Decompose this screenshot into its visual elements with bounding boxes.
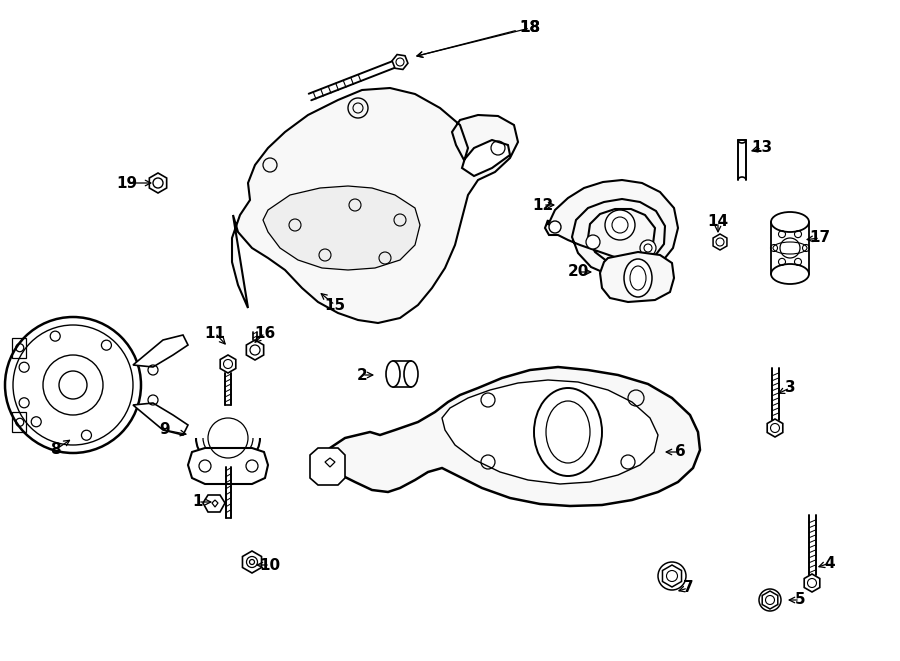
Polygon shape (662, 565, 681, 587)
Circle shape (759, 589, 781, 611)
Polygon shape (762, 591, 778, 609)
Polygon shape (767, 419, 783, 437)
Polygon shape (318, 367, 700, 506)
Polygon shape (133, 403, 188, 435)
Text: 10: 10 (259, 557, 281, 572)
Polygon shape (325, 458, 335, 467)
Polygon shape (188, 448, 268, 484)
Circle shape (665, 569, 679, 583)
Polygon shape (545, 180, 678, 276)
Polygon shape (220, 355, 236, 373)
Text: 11: 11 (204, 325, 226, 340)
Text: 5: 5 (795, 592, 806, 607)
Polygon shape (232, 88, 518, 323)
Circle shape (605, 210, 635, 240)
Polygon shape (263, 186, 420, 270)
Text: 3: 3 (785, 381, 796, 395)
Text: 6: 6 (675, 444, 686, 459)
Text: 20: 20 (567, 264, 589, 280)
Circle shape (658, 562, 686, 590)
Polygon shape (805, 574, 820, 592)
Text: 4: 4 (824, 555, 835, 570)
Text: 2: 2 (356, 368, 367, 383)
Ellipse shape (404, 361, 418, 387)
Text: 1: 1 (193, 494, 203, 510)
Polygon shape (149, 173, 166, 193)
Text: 18: 18 (519, 20, 541, 36)
Text: 8: 8 (50, 442, 60, 457)
Polygon shape (442, 380, 658, 484)
Text: 9: 9 (159, 422, 170, 438)
Polygon shape (203, 495, 225, 512)
Ellipse shape (624, 259, 652, 297)
Polygon shape (310, 448, 345, 485)
Polygon shape (713, 234, 727, 250)
Text: 16: 16 (255, 325, 275, 340)
Circle shape (549, 221, 561, 233)
Text: 13: 13 (752, 141, 772, 155)
Polygon shape (133, 335, 188, 367)
Polygon shape (600, 252, 674, 302)
Polygon shape (392, 55, 408, 69)
Polygon shape (247, 340, 264, 360)
Circle shape (586, 235, 600, 249)
Text: 7: 7 (683, 580, 693, 596)
Text: 18: 18 (519, 20, 541, 36)
Text: 17: 17 (809, 231, 831, 245)
Circle shape (5, 317, 141, 453)
Circle shape (640, 240, 656, 256)
Polygon shape (242, 551, 262, 573)
Ellipse shape (534, 388, 602, 476)
Ellipse shape (386, 361, 400, 387)
Text: 12: 12 (533, 198, 554, 212)
Text: 15: 15 (324, 297, 346, 313)
Polygon shape (212, 500, 218, 507)
Ellipse shape (771, 264, 809, 284)
Ellipse shape (771, 212, 809, 232)
Text: 19: 19 (116, 176, 138, 190)
Text: 14: 14 (707, 215, 729, 229)
